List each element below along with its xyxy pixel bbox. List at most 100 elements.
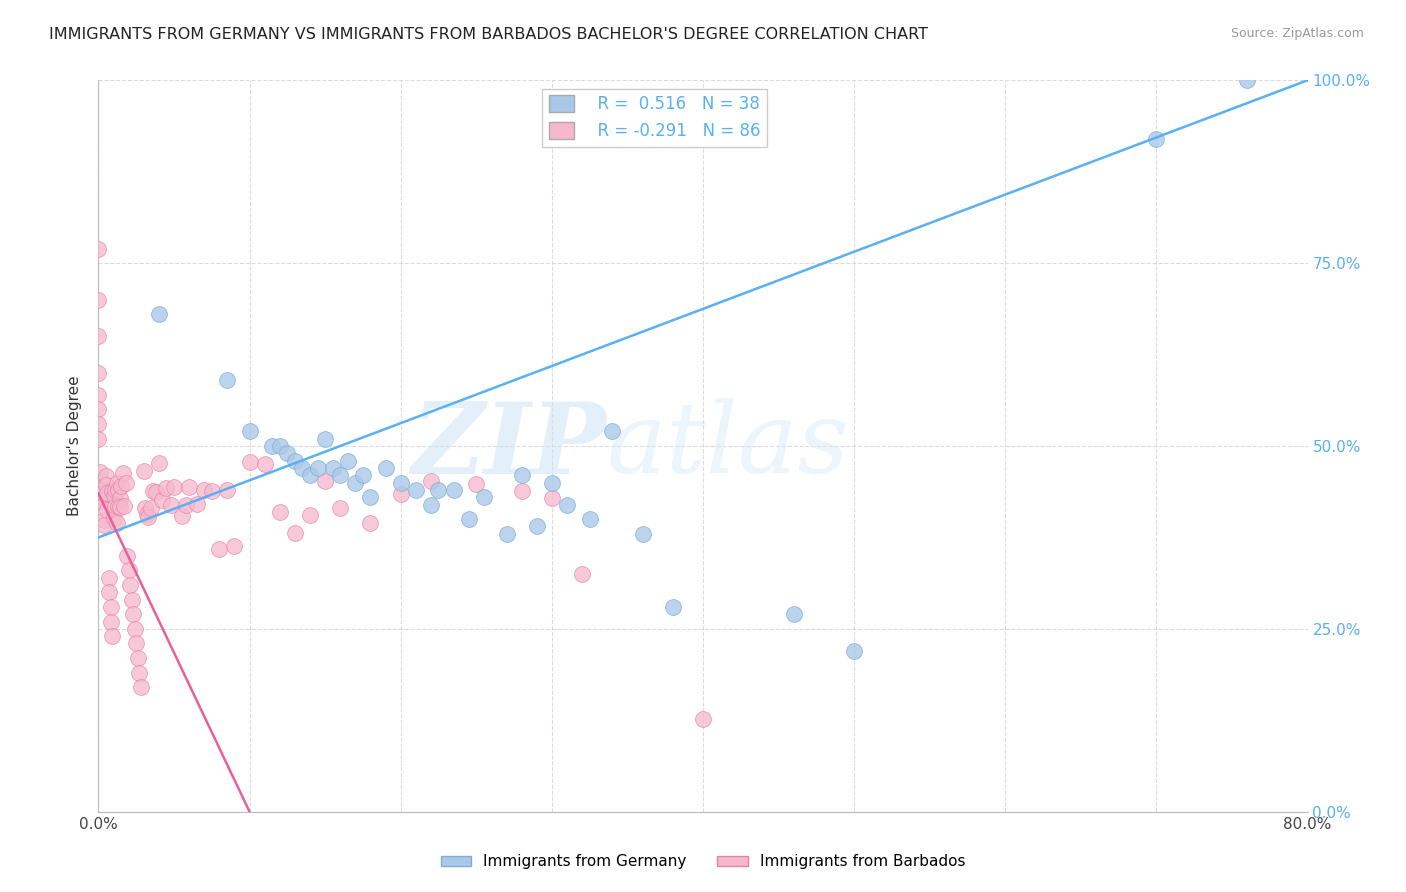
Point bbox=[104, 483, 127, 497]
Point bbox=[105, 475, 128, 490]
Point bbox=[89, 465, 111, 479]
Point bbox=[94, 478, 117, 492]
Point bbox=[540, 475, 562, 490]
Point bbox=[405, 483, 427, 497]
Point bbox=[193, 483, 215, 497]
Text: Source: ZipAtlas.com: Source: ZipAtlas.com bbox=[1230, 27, 1364, 40]
Point bbox=[135, 507, 157, 521]
Point bbox=[495, 526, 517, 541]
Point bbox=[91, 482, 114, 496]
Point bbox=[93, 513, 115, 527]
Point bbox=[307, 461, 329, 475]
Point bbox=[510, 468, 533, 483]
Point bbox=[104, 500, 127, 514]
Point bbox=[87, 329, 110, 343]
Legend: Immigrants from Germany, Immigrants from Barbados: Immigrants from Germany, Immigrants from… bbox=[434, 848, 972, 875]
Point bbox=[120, 578, 142, 592]
Point bbox=[360, 490, 382, 504]
Point bbox=[145, 484, 167, 499]
Point bbox=[100, 599, 122, 614]
Point bbox=[329, 468, 352, 483]
Point bbox=[224, 539, 246, 553]
Point bbox=[239, 425, 262, 439]
Point bbox=[208, 542, 231, 557]
Point bbox=[314, 475, 336, 489]
Point bbox=[179, 480, 201, 494]
Point bbox=[284, 453, 307, 467]
Point bbox=[107, 483, 129, 497]
Point bbox=[540, 491, 562, 505]
Point bbox=[170, 509, 193, 524]
Point bbox=[472, 490, 495, 504]
Point bbox=[142, 483, 165, 498]
Point bbox=[103, 489, 125, 503]
Point bbox=[114, 476, 136, 491]
Point bbox=[420, 498, 443, 512]
Point bbox=[352, 468, 374, 483]
Point bbox=[90, 494, 112, 508]
Point bbox=[87, 417, 110, 431]
Point bbox=[201, 484, 224, 499]
Point bbox=[465, 476, 488, 491]
Point bbox=[269, 439, 291, 453]
Point bbox=[602, 425, 624, 439]
Point bbox=[783, 607, 806, 622]
Point bbox=[136, 510, 159, 524]
Point bbox=[215, 373, 238, 387]
Point bbox=[314, 432, 336, 446]
Point bbox=[844, 644, 866, 658]
Text: ZIP: ZIP bbox=[412, 398, 606, 494]
Point bbox=[420, 474, 443, 488]
Point bbox=[98, 585, 121, 599]
Point bbox=[510, 483, 533, 498]
Point bbox=[578, 512, 600, 526]
Point bbox=[291, 461, 314, 475]
Point bbox=[427, 483, 450, 497]
Point bbox=[215, 483, 238, 497]
Point bbox=[269, 505, 291, 519]
Point bbox=[118, 563, 141, 577]
Point bbox=[174, 498, 197, 512]
Text: IMMIGRANTS FROM GERMANY VS IMMIGRANTS FROM BARBADOS BACHELOR'S DEGREE CORRELATIO: IMMIGRANTS FROM GERMANY VS IMMIGRANTS FR… bbox=[49, 27, 928, 42]
Point bbox=[276, 446, 298, 460]
Point bbox=[526, 519, 548, 533]
Point bbox=[90, 490, 112, 504]
Point bbox=[389, 487, 412, 501]
Point bbox=[141, 500, 163, 515]
Point bbox=[155, 481, 177, 495]
Point bbox=[108, 500, 131, 515]
Point bbox=[1236, 73, 1258, 87]
Point bbox=[389, 475, 412, 490]
Point bbox=[457, 512, 479, 526]
Point bbox=[105, 516, 128, 531]
Point bbox=[96, 485, 118, 500]
Point bbox=[160, 498, 183, 512]
Point bbox=[112, 499, 135, 513]
Point bbox=[108, 491, 131, 505]
Point bbox=[87, 242, 110, 256]
Point bbox=[631, 526, 654, 541]
Point bbox=[150, 492, 173, 507]
Point bbox=[125, 636, 148, 650]
Point bbox=[262, 439, 284, 453]
Point bbox=[100, 615, 122, 629]
Point bbox=[93, 517, 115, 532]
Point bbox=[299, 468, 322, 483]
Point bbox=[127, 651, 149, 665]
Point bbox=[1144, 132, 1167, 146]
Point bbox=[329, 501, 352, 516]
Point bbox=[107, 500, 129, 514]
Point bbox=[96, 503, 118, 517]
Point bbox=[360, 516, 382, 530]
Point bbox=[186, 497, 208, 511]
Point bbox=[128, 665, 150, 680]
Point bbox=[148, 307, 170, 321]
Point bbox=[129, 681, 152, 695]
Point bbox=[110, 479, 132, 493]
Point bbox=[124, 622, 146, 636]
Point bbox=[692, 712, 714, 726]
Point bbox=[122, 607, 145, 622]
Point bbox=[87, 366, 110, 380]
Text: atlas: atlas bbox=[606, 399, 849, 493]
Point bbox=[336, 453, 359, 467]
